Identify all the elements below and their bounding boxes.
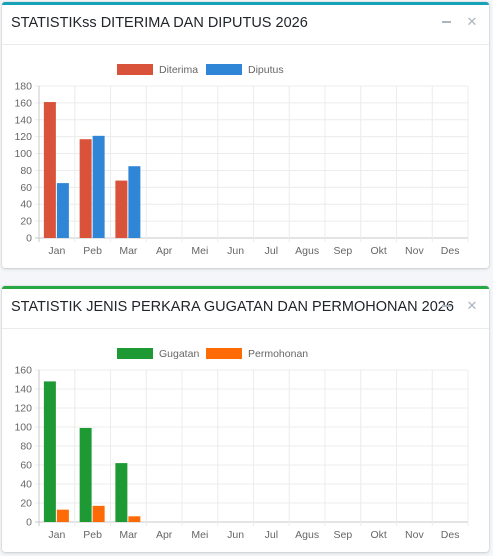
- x-tick-label: Mar: [119, 245, 138, 257]
- chart-card-diterima-diputus: STATISTIKss DITERIMA DAN DIPUTUS 2026 ✕ …: [2, 2, 489, 268]
- minus-icon[interactable]: [439, 14, 453, 30]
- bar-diterima-peb: [79, 139, 92, 238]
- bar-diputus-mar: [128, 166, 141, 238]
- x-tick-label: Apr: [156, 529, 173, 541]
- chart-card-gugatan-permohonan: STATISTIK JENIS PERKARA GUGATAN DAN PERM…: [2, 286, 489, 552]
- bar-permohonan-jan: [56, 509, 69, 522]
- x-tick-label: Agus: [295, 245, 319, 257]
- x-tick-label: Nov: [405, 245, 424, 257]
- x-tick-label: Peb: [83, 245, 102, 257]
- y-tick-label: 140: [14, 384, 32, 396]
- card-title: STATISTIKss DITERIMA DAN DIPUTUS 2026: [11, 15, 308, 31]
- legend-label: Diterima: [159, 64, 198, 76]
- y-tick-label: 120: [14, 403, 32, 415]
- x-tick-label: Peb: [83, 529, 102, 541]
- bar-chart-gugatan-permohonan: Gugatan Permohonan 0 20 40 60 80 100 120 140 160 Ja…: [14, 348, 469, 541]
- bar-diterima-mar: [115, 180, 128, 238]
- y-tick-label: 120: [14, 131, 32, 143]
- x-tick-label: Des: [441, 245, 460, 257]
- x-tick-label: Mei: [191, 529, 208, 541]
- x-tick-label: Apr: [156, 245, 173, 257]
- card-tools: ✕: [439, 298, 479, 314]
- minus-icon[interactable]: [439, 298, 453, 314]
- card-tools: ✕: [439, 14, 479, 30]
- x-tick-label: Jul: [265, 245, 278, 257]
- x-tick-label: Okt: [370, 529, 386, 541]
- y-tick-label: 40: [20, 479, 32, 491]
- x-tick-label: Agus: [295, 529, 319, 541]
- y-tick-label: 60: [20, 182, 32, 194]
- x-tick-label: Sep: [334, 529, 353, 541]
- y-tick-label: 20: [20, 216, 32, 228]
- bar-gugatan-mar: [115, 463, 128, 522]
- x-tick-label: Des: [441, 529, 460, 541]
- y-tick-label: 80: [20, 441, 32, 453]
- y-tick-label: 0: [26, 517, 32, 529]
- y-tick-label: 100: [14, 148, 32, 160]
- bar-permohonan-peb: [92, 505, 105, 522]
- y-tick-label: 180: [14, 81, 32, 93]
- x-tick-label: Jun: [227, 529, 244, 541]
- x-tick-label: Sep: [334, 245, 353, 257]
- x-tick-label: Mar: [119, 529, 138, 541]
- x-tick-label: Jan: [48, 245, 65, 257]
- y-tick-label: 160: [14, 97, 32, 109]
- close-icon[interactable]: ✕: [466, 14, 478, 29]
- x-tick-label: Nov: [405, 529, 424, 541]
- x-tick-label: Mei: [191, 245, 208, 257]
- card-header: STATISTIKss DITERIMA DAN DIPUTUS 2026 ✕: [2, 5, 489, 45]
- y-tick-label: 140: [14, 114, 32, 126]
- bar-permohonan-mar: [128, 516, 141, 522]
- legend-label: Permohonan: [248, 348, 308, 360]
- bar-diputus-peb: [92, 135, 105, 238]
- legend-item-gugatan: Gugatan: [117, 348, 199, 360]
- bar-diterima-jan: [43, 102, 56, 238]
- y-tick-label: 0: [26, 233, 32, 245]
- x-tick-label: Jun: [227, 245, 244, 257]
- legend-swatch: [117, 64, 153, 75]
- y-tick-label: 20: [20, 498, 32, 510]
- y-tick-label: 80: [20, 165, 32, 177]
- card-title: STATISTIK JENIS PERKARA GUGATAN DAN PERM…: [11, 299, 454, 315]
- legend-label: Diputus: [248, 64, 284, 76]
- bar-chart-diterima-diputus: Diterima Diputus 0 20 40 60 80 100 120 140 160 180 J…: [14, 64, 469, 257]
- x-tick-label: Jul: [265, 529, 278, 541]
- y-tick-label: 100: [14, 422, 32, 434]
- y-tick-label: 160: [14, 365, 32, 377]
- bar-gugatan-jan: [43, 381, 56, 522]
- bar-gugatan-peb: [79, 427, 92, 522]
- legend-item-diterima: Diterima: [117, 64, 198, 76]
- card-header: STATISTIK JENIS PERKARA GUGATAN DAN PERM…: [2, 289, 489, 329]
- x-tick-label: Jan: [48, 529, 65, 541]
- legend-label: Gugatan: [159, 348, 199, 360]
- legend-item-permohonan: Permohonan: [206, 348, 308, 360]
- legend-swatch: [206, 64, 242, 75]
- y-tick-label: 40: [20, 199, 32, 211]
- legend-swatch: [117, 348, 153, 359]
- legend-swatch: [206, 348, 242, 359]
- close-icon[interactable]: ✕: [466, 298, 478, 313]
- bar-diputus-jan: [56, 183, 69, 238]
- legend-item-diputus: Diputus: [206, 64, 284, 76]
- x-tick-label: Okt: [370, 245, 386, 257]
- y-tick-label: 60: [20, 460, 32, 472]
